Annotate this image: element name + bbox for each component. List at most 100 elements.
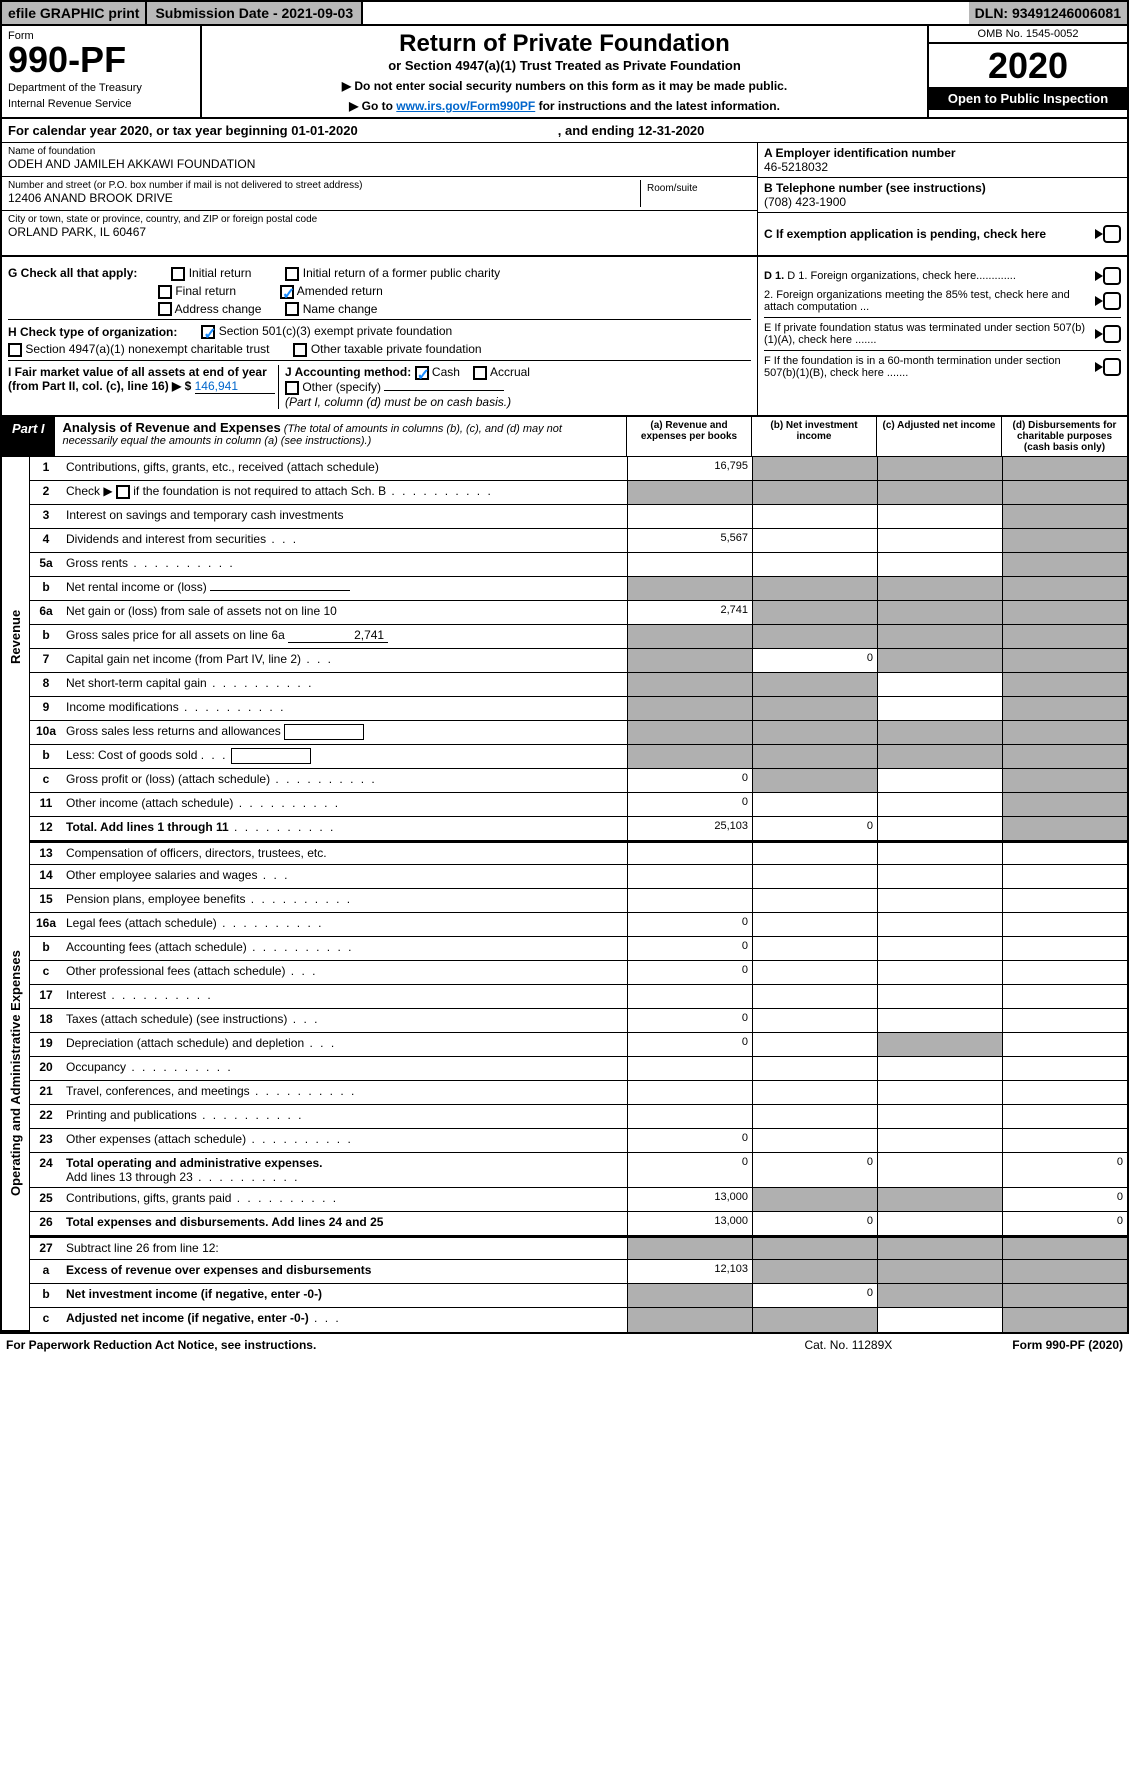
fmv-value: 146,941 (195, 379, 275, 394)
part1-badge: Part I (2, 417, 55, 456)
ein-value: 46-5218032 (764, 160, 1121, 174)
page-footer: For Paperwork Reduction Act Notice, see … (0, 1334, 1129, 1356)
r23-a: 0 (627, 1129, 752, 1152)
r24-b: 0 (752, 1153, 877, 1187)
checkbox-501c3[interactable] (201, 325, 215, 339)
r7-b: 0 (752, 649, 877, 672)
j-label: J Accounting method: (285, 365, 411, 379)
city-label: City or town, state or province, country… (8, 214, 751, 225)
room-label: Room/suite (647, 183, 745, 194)
street-address: 12406 ANAND BROOK DRIVE (8, 191, 640, 205)
g-label: G Check all that apply: (8, 266, 137, 280)
e-label: E If private foundation status was termi… (764, 322, 1095, 346)
expenses-side-label: Operating and Administrative Expenses (2, 817, 30, 1332)
r6a-a: 2,741 (627, 601, 752, 624)
efile-print-button[interactable]: efile GRAPHIC print (2, 2, 147, 24)
r10c-a: 0 (627, 769, 752, 792)
goto-note: ▶ Go to www.irs.gov/Form990PF for instru… (206, 99, 923, 113)
checkbox-other-method[interactable] (285, 381, 299, 395)
checkbox-e[interactable] (1103, 325, 1121, 343)
revenue-side-label: Revenue (2, 457, 30, 817)
checkbox-initial[interactable] (171, 267, 185, 281)
addr-label: Number and street (or P.O. box number if… (8, 180, 640, 191)
arrow-icon (1095, 329, 1103, 339)
checkbox-name-change[interactable] (285, 302, 299, 316)
d2-label: 2. Foreign organizations meeting the 85%… (764, 289, 1095, 313)
checkbox-addr-change[interactable] (158, 302, 172, 316)
r12-a: 25,103 (627, 817, 752, 840)
part1-table: Revenue Operating and Administrative Exp… (0, 457, 1129, 1334)
r16a-a: 0 (627, 913, 752, 936)
col-c-header: (c) Adjusted net income (877, 417, 1002, 456)
entity-info: Name of foundation ODEH AND JAMILEH AKKA… (0, 143, 1129, 257)
checkbox-accrual[interactable] (473, 366, 487, 380)
paperwork-notice: For Paperwork Reduction Act Notice, see … (6, 1338, 316, 1352)
checkbox-amended[interactable] (280, 285, 294, 299)
r12-b: 0 (752, 817, 877, 840)
tel-label: B Telephone number (see instructions) (764, 181, 986, 195)
checkbox-cash[interactable] (415, 366, 429, 380)
top-bar: efile GRAPHIC print Submission Date - 20… (0, 0, 1129, 26)
r24-a: 0 (627, 1153, 752, 1187)
r24-d: 0 (1002, 1153, 1127, 1187)
r1-a: 16,795 (627, 457, 752, 480)
h-label: H Check type of organization: (8, 325, 177, 339)
checkbox-other-tax[interactable] (293, 343, 307, 357)
r25-a: 13,000 (627, 1188, 752, 1211)
r26-d: 0 (1002, 1212, 1127, 1235)
form-title: Return of Private Foundation (206, 30, 923, 58)
r19-a: 0 (627, 1033, 752, 1056)
exemption-pending-label: C If exemption application is pending, c… (764, 227, 1095, 241)
col-d-header: (d) Disbursements for charitable purpose… (1002, 417, 1127, 456)
irs-label: Internal Revenue Service (8, 98, 194, 110)
checkbox-f[interactable] (1103, 358, 1121, 376)
ssn-note: ▶ Do not enter social security numbers o… (206, 79, 923, 93)
j-note: (Part I, column (d) must be on cash basi… (285, 395, 751, 409)
col-b-header: (b) Net investment income (752, 417, 877, 456)
open-public-badge: Open to Public Inspection (929, 87, 1127, 110)
checkbox-c[interactable] (1103, 225, 1121, 243)
form-number: 990-PF (8, 42, 194, 78)
r16b-a: 0 (627, 937, 752, 960)
r26-b: 0 (752, 1212, 877, 1235)
r27a-a: 12,103 (627, 1260, 752, 1283)
check-section: G Check all that apply: Initial return I… (0, 257, 1129, 417)
checkbox-initial-former[interactable] (285, 267, 299, 281)
r25-d: 0 (1002, 1188, 1127, 1211)
arrow-icon (1095, 362, 1103, 372)
dln: DLN: 93491246006081 (969, 2, 1127, 24)
f-label: F If the foundation is in a 60-month ter… (764, 355, 1095, 379)
r16c-a: 0 (627, 961, 752, 984)
r11-a: 0 (627, 793, 752, 816)
name-label: Name of foundation (8, 146, 751, 157)
checkbox-4947[interactable] (8, 343, 22, 357)
form-header: Form 990-PF Department of the Treasury I… (0, 26, 1129, 119)
arrow-icon (1095, 296, 1103, 306)
foundation-name: ODEH AND JAMILEH AKKAWI FOUNDATION (8, 157, 751, 171)
city-state-zip: ORLAND PARK, IL 60467 (8, 225, 751, 239)
tax-year: 2020 (929, 44, 1127, 87)
checkbox-d2[interactable] (1103, 292, 1121, 310)
arrow-icon (1095, 229, 1103, 239)
form-ref: Form 990-PF (2020) (1012, 1338, 1123, 1352)
submission-date: Submission Date - 2021-09-03 (147, 2, 363, 24)
tel-value: (708) 423-1900 (764, 195, 1121, 209)
calendar-year-row: For calendar year 2020, or tax year begi… (0, 119, 1129, 143)
r26-a: 13,000 (627, 1212, 752, 1235)
r27b-b: 0 (752, 1284, 877, 1307)
checkbox-d1[interactable] (1103, 267, 1121, 285)
part1-header: Part I Analysis of Revenue and Expenses … (0, 417, 1129, 457)
cat-number: Cat. No. 11289X (804, 1338, 892, 1352)
arrow-icon (1095, 271, 1103, 281)
col-a-header: (a) Revenue and expenses per books (627, 417, 752, 456)
checkbox-sch-b[interactable] (116, 485, 130, 499)
checkbox-final[interactable] (158, 285, 172, 299)
dept-treasury: Department of the Treasury (8, 82, 194, 94)
form-subtitle: or Section 4947(a)(1) Trust Treated as P… (206, 58, 923, 73)
r4-a: 5,567 (627, 529, 752, 552)
d1-label: D 1. D 1. Foreign organizations, check h… (764, 270, 1095, 282)
omb-number: OMB No. 1545-0052 (929, 26, 1127, 44)
r18-a: 0 (627, 1009, 752, 1032)
ein-label: A Employer identification number (764, 146, 956, 160)
irs-link[interactable]: www.irs.gov/Form990PF (396, 99, 535, 113)
